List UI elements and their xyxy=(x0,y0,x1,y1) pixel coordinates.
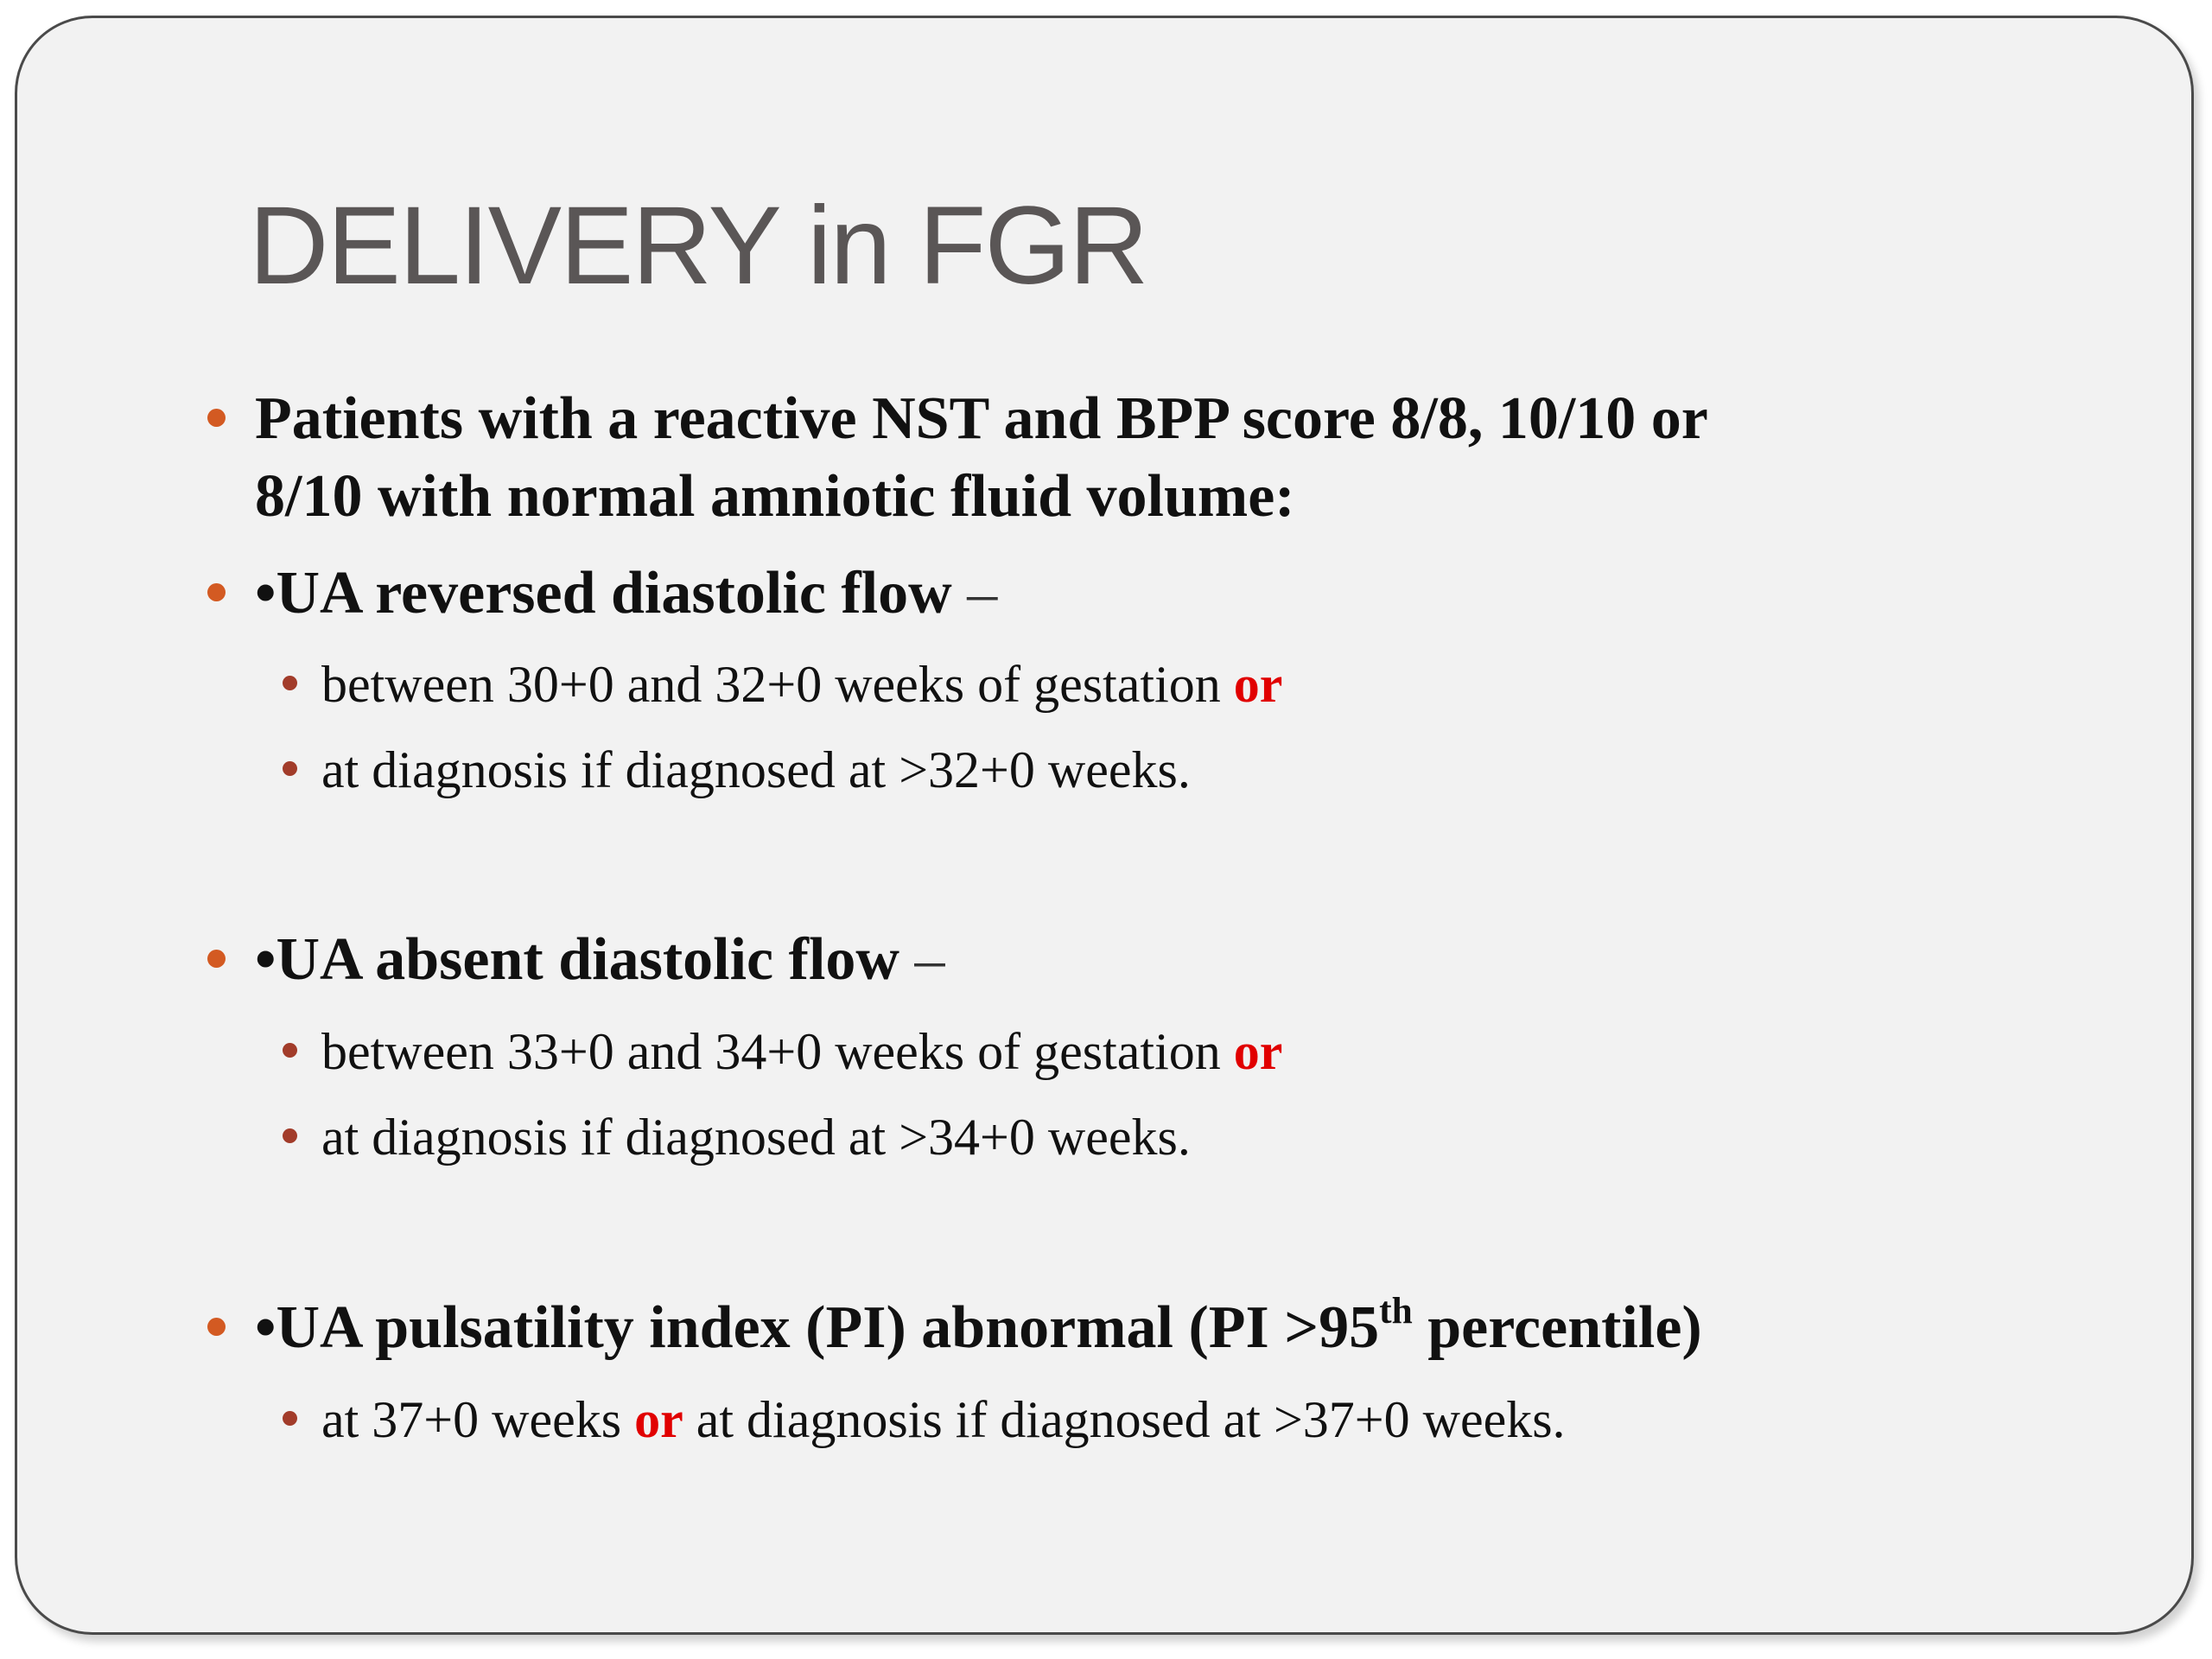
or-emphasis: or xyxy=(1233,1023,1283,1080)
bullet-patients: Patients with a reactive NST and BPP sco… xyxy=(207,379,1708,459)
dash-separator: – xyxy=(951,560,998,626)
sub-bullet-text: between 33+0 and 34+0 weeks of gestation xyxy=(321,1023,1234,1080)
superscript: th xyxy=(1379,1289,1413,1332)
bullet-text-end: percentile) xyxy=(1412,1294,1702,1361)
bullet-dot-icon xyxy=(207,583,226,601)
bullet-ua-reversed: •UA reversed diastolic flow – xyxy=(207,554,998,633)
bullet-text: 8/10 with normal amniotic fluid volume: xyxy=(255,463,1295,530)
sub-bullet-reversed-window: between 30+0 and 32+0 weeks of gestation… xyxy=(283,650,1283,719)
sub-bullet-pi-timing: at 37+0 weeks or at diagnosis if diagnos… xyxy=(283,1385,1566,1454)
sub-bullet-absent-diagnosis: at diagnosis if diagnosed at >34+0 weeks… xyxy=(283,1103,1191,1172)
sub-bullet-dot-icon xyxy=(283,676,297,690)
bullet-dot-icon xyxy=(207,1318,226,1336)
dash-separator: – xyxy=(899,926,945,993)
sub-bullet-dot-icon xyxy=(283,761,297,776)
sub-bullet-dot-icon xyxy=(283,1411,297,1426)
bullet-text: •UA pulsatility index (PI) abnormal (PI … xyxy=(255,1294,1380,1361)
or-emphasis: or xyxy=(1233,656,1283,713)
slide-title: DELIVERY in FGR xyxy=(249,184,1148,308)
bullet-text: •UA absent diastolic flow xyxy=(255,926,899,993)
sub-bullet-dot-icon xyxy=(283,1043,297,1058)
sub-bullet-absent-window: between 33+0 and 34+0 weeks of gestation… xyxy=(283,1017,1283,1086)
bullet-patients-continued: 8/10 with normal amniotic fluid volume: xyxy=(255,457,1295,537)
bullet-ua-pi: •UA pulsatility index (PI) abnormal (PI … xyxy=(207,1288,1702,1375)
bullet-ua-absent: •UA absent diastolic flow – xyxy=(207,920,945,1000)
sub-bullet-text: at diagnosis if diagnosed at >34+0 weeks… xyxy=(321,1109,1191,1166)
slide-body: Patients with a reactive NST and BPP sco… xyxy=(17,18,2191,1632)
sub-bullet-dot-icon xyxy=(283,1128,297,1143)
sub-bullet-text: at diagnosis if diagnosed at >32+0 weeks… xyxy=(321,741,1191,798)
bullet-dot-icon xyxy=(207,409,226,427)
sub-bullet-text: between 30+0 and 32+0 weeks of gestation xyxy=(321,656,1234,713)
sub-bullet-text: at 37+0 weeks xyxy=(321,1391,635,1448)
bullet-dot-icon xyxy=(207,950,226,968)
slide: DELIVERY in FGR Patients with a reactive… xyxy=(15,16,2194,1635)
sub-bullet-reversed-diagnosis: at diagnosis if diagnosed at >32+0 weeks… xyxy=(283,735,1191,804)
or-emphasis: or xyxy=(634,1391,683,1448)
sub-bullet-text-end: at diagnosis if diagnosed at >37+0 weeks… xyxy=(683,1391,1566,1448)
bullet-text: •UA reversed diastolic flow xyxy=(255,560,952,626)
bullet-text: Patients with a reactive NST and BPP sco… xyxy=(255,385,1708,452)
